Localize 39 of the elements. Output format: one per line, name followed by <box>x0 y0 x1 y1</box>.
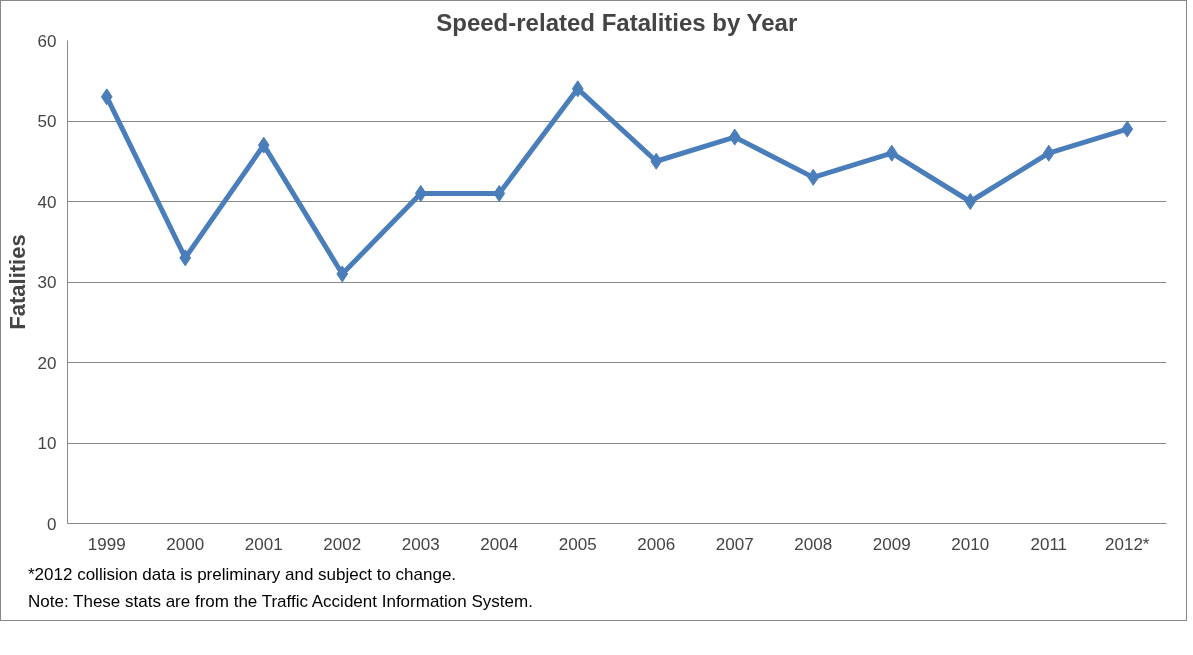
x-tick-label: 2012* <box>1105 534 1150 554</box>
x-tick-label: 2011 <box>1030 534 1068 554</box>
point <box>650 152 663 170</box>
point <box>257 136 270 154</box>
x-tick-label: 2002 <box>323 534 362 554</box>
x-tick-label: 2009 <box>872 534 911 554</box>
point <box>100 88 113 106</box>
point <box>807 168 820 186</box>
point <box>336 265 349 283</box>
y-axis-title: Fatalities <box>4 234 30 330</box>
x-tick-label: 2004 <box>480 534 519 554</box>
text: *2012 collision data is preliminary and subject to change. <box>28 565 457 584</box>
point <box>414 184 427 202</box>
point <box>179 249 192 267</box>
y-tick-label: 40 <box>37 192 57 212</box>
x-tick-label: 2006 <box>637 534 676 554</box>
x-tick-label: 2007 <box>715 534 754 554</box>
x-tick-label: 2008 <box>794 534 833 554</box>
point <box>571 80 584 98</box>
point <box>885 144 898 162</box>
chart-title: Speed-related Fatalities by Year <box>436 8 798 36</box>
point <box>964 193 977 210</box>
point <box>728 128 741 146</box>
y-tick-label: 60 <box>37 31 57 51</box>
x-tick-label: 2005 <box>558 534 597 554</box>
x-tick-label: 2000 <box>166 534 205 554</box>
x-tick-label: 2010 <box>951 534 990 554</box>
y-tick-label: 30 <box>37 273 57 292</box>
x-tick-label: 1999 <box>87 534 126 554</box>
point <box>1121 120 1134 138</box>
point <box>493 184 506 202</box>
y-tick-label: 0 <box>47 514 57 534</box>
point <box>1042 144 1055 162</box>
x-tick-label: 2003 <box>401 534 440 554</box>
text: Note: These stats are from the Traffic Accident Information System. <box>28 592 533 612</box>
y-tick-label: 50 <box>37 112 57 131</box>
x-tick-label: 2001 <box>244 534 283 554</box>
y-tick-label: 20 <box>37 353 57 373</box>
y-tick-label: 10 <box>37 434 57 453</box>
